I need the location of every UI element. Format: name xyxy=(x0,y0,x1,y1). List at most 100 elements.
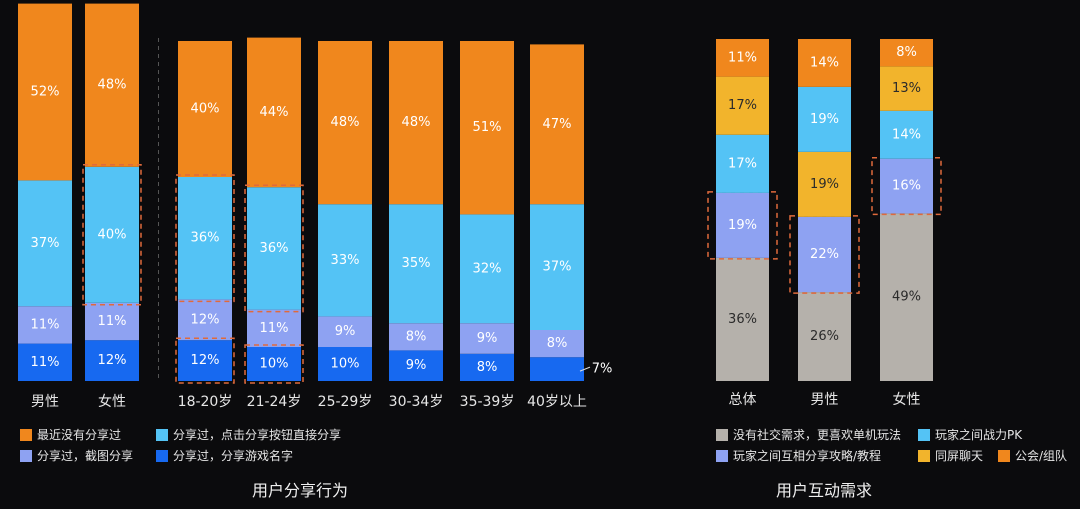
data-label: 11% xyxy=(31,317,60,332)
data-label: 40% xyxy=(98,227,127,242)
data-label: 9% xyxy=(406,358,427,373)
data-label: 10% xyxy=(260,357,289,372)
user-interaction-needs-chart: 36% 19% 17% 17% 11% 总体 26% 22% 19% 19% 14% 男性 49% 16%… xyxy=(707,39,1067,500)
bar-segment xyxy=(85,340,139,381)
bar-segment xyxy=(460,214,514,324)
legend-swatch xyxy=(716,429,728,441)
bar-segment xyxy=(178,299,232,341)
category-label: 35-39岁 xyxy=(460,394,515,410)
bar-segment xyxy=(389,350,443,381)
bar-segment xyxy=(389,323,443,351)
bar-segment xyxy=(18,180,72,307)
bar-segment xyxy=(530,204,584,330)
bar-segment xyxy=(880,39,933,67)
data-label: 11% xyxy=(728,50,757,65)
data-label: 36% xyxy=(260,241,289,256)
legend-label: 没有社交需求，更喜欢单机玩法 xyxy=(733,427,901,442)
data-label: 33% xyxy=(331,253,360,268)
legend-label: 玩家之间互相分享攻略/教程 xyxy=(733,448,881,463)
legend-label: 同屏聊天 xyxy=(935,449,983,463)
category-label: 总体 xyxy=(729,392,757,408)
data-label: 8% xyxy=(406,329,427,344)
bar-segment xyxy=(318,316,372,347)
data-label: 10% xyxy=(331,357,360,372)
bar-segment xyxy=(880,110,933,159)
legend-swatch xyxy=(156,429,168,441)
data-label: 36% xyxy=(728,312,757,327)
data-label: 11% xyxy=(260,321,289,336)
category-label: 男性 xyxy=(811,392,839,408)
bar-segment xyxy=(247,37,301,188)
highlight-box xyxy=(175,174,235,303)
data-label: 48% xyxy=(402,115,431,130)
bar-segment xyxy=(460,41,514,215)
bar-segment xyxy=(318,41,372,205)
data-label: 8% xyxy=(477,360,498,375)
user-sharing-behavior-chart: 11% 11% 37% 52% 男性 12% 11% 40% 48% 女性 12% 12% 36% 40%… xyxy=(18,3,613,500)
data-label: 37% xyxy=(31,236,60,251)
bar-segment xyxy=(880,213,933,381)
highlight-box xyxy=(789,215,860,294)
category-label: 21-24岁 xyxy=(247,394,302,410)
data-label: 48% xyxy=(331,115,360,130)
category-label: 30-34岁 xyxy=(389,394,444,410)
data-label: 11% xyxy=(31,355,60,370)
data-label: 47% xyxy=(543,117,572,132)
legend-swatch xyxy=(716,450,728,462)
data-label: 44% xyxy=(260,105,289,120)
category-label: 40岁以上 xyxy=(527,394,587,410)
data-label: 9% xyxy=(477,331,498,346)
bar-segment xyxy=(460,323,514,354)
bar-segment xyxy=(85,3,139,167)
bar-segment xyxy=(247,309,301,347)
bar-segment xyxy=(716,76,769,135)
data-label: 19% xyxy=(728,218,757,233)
bar-segment xyxy=(530,330,584,358)
highlight-box xyxy=(82,164,142,306)
bar-segment xyxy=(460,353,514,381)
category-label: 25-29岁 xyxy=(318,394,373,410)
legend-swatch xyxy=(918,429,930,441)
bar-segment xyxy=(798,39,851,87)
chart-title: 用户分享行为 xyxy=(252,481,348,500)
data-label: 19% xyxy=(810,112,839,127)
legend-swatch xyxy=(918,450,930,462)
data-label: 32% xyxy=(473,261,502,276)
highlight-box xyxy=(707,191,778,260)
bar-segment xyxy=(178,340,232,381)
category-label: 女性 xyxy=(98,393,126,410)
data-label: 19% xyxy=(810,177,839,192)
data-label: 48% xyxy=(98,78,127,93)
data-label: 22% xyxy=(810,247,839,262)
bar-segment xyxy=(247,347,301,381)
legend-swatch xyxy=(998,450,1010,462)
bar-segment xyxy=(798,216,851,293)
legend-label: 公会/组队 xyxy=(1015,448,1067,463)
leader-line xyxy=(579,366,591,372)
bar-segment xyxy=(178,41,232,177)
data-label: 49% xyxy=(892,290,921,305)
data-label: 36% xyxy=(191,231,220,246)
data-label: 12% xyxy=(98,353,127,368)
bar-segment xyxy=(18,343,72,381)
legend-label: 分享过，点击分享按钮直接分享 xyxy=(173,427,341,442)
data-label: 11% xyxy=(98,314,127,329)
bar-segment xyxy=(880,158,933,214)
legend-label: 最近没有分享过 xyxy=(37,427,121,442)
data-label: 26% xyxy=(810,329,839,344)
bar-segment xyxy=(798,86,851,152)
bar-segment xyxy=(716,134,769,193)
legend-swatch xyxy=(20,429,32,441)
bar-segment xyxy=(389,204,443,324)
bar-segment xyxy=(85,166,139,303)
data-label: 35% xyxy=(402,256,431,271)
legend-swatch xyxy=(156,450,168,462)
category-label: 女性 xyxy=(893,391,921,408)
legend-label: 玩家之间战力PK xyxy=(935,427,1023,442)
chart-title: 用户互动需求 xyxy=(776,481,872,500)
data-label: 7% xyxy=(592,362,613,377)
data-label: 52% xyxy=(31,85,60,100)
bar-segment xyxy=(798,151,851,217)
bar-segment xyxy=(530,44,584,205)
